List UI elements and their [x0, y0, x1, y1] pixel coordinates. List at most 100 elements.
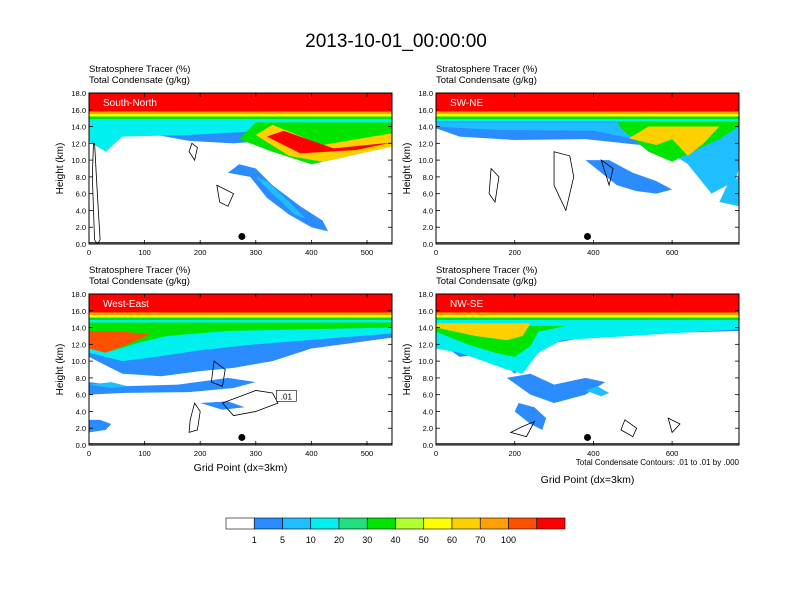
panel-1: South-North 0.0 2.0 4.0 6.0 8.0 10.0 12.0 14.0 16…: [55, 89, 393, 257]
ytick-label: 4.0: [76, 407, 86, 416]
ytick-label: 12.0: [71, 139, 86, 148]
condensate-contour-1: [553, 151, 575, 212]
panel-4: NW-SE 0.0 2.0 4.0 6.0 8.0 10.0 12.0 14.0 16.0 18.0…: [402, 290, 740, 458]
panel-label: SW-NE: [450, 98, 483, 109]
fold-band-70: [436, 323, 531, 341]
ytick-label: 0.0: [423, 240, 433, 249]
xtick-label: 400: [305, 248, 318, 257]
colorbar-swatch-9: [479, 517, 509, 530]
location-marker: [238, 433, 246, 441]
xtick-label: 600: [666, 449, 679, 458]
fold-band-70: [628, 126, 720, 156]
ytick-label: 4.0: [76, 206, 86, 215]
panel-frame: [88, 293, 393, 446]
colorbar-swatch-6: [395, 517, 425, 530]
fold-band-40: [89, 322, 392, 352]
colorbar-label-6: 50: [419, 535, 429, 545]
panel-label: West-East: [103, 299, 149, 310]
colorbar-swatch-10: [508, 517, 538, 530]
ytick-label: 6.0: [76, 391, 86, 400]
xtick-label: 300: [250, 449, 263, 458]
colorbar-swatch-2: [282, 517, 312, 530]
ytick-label: 16.0: [71, 307, 86, 316]
colorbar-label-8: 70: [475, 535, 485, 545]
ytick-label: 14.0: [418, 123, 433, 132]
xtick-label: 100: [138, 449, 151, 458]
panel-frame: [435, 293, 740, 446]
ytick-label: 18.0: [418, 290, 433, 299]
ytick-label: 16.0: [418, 106, 433, 115]
figure-title: 2013-10-01_00:00:00: [305, 31, 487, 52]
panel-2-field: [436, 93, 739, 244]
ytick-label: 6.0: [76, 190, 86, 199]
xtick-label: 0: [434, 449, 438, 458]
east-blob: [719, 176, 739, 207]
surface-blob: [89, 419, 112, 433]
xtick-label: 200: [194, 248, 207, 257]
xtick-label: 500: [361, 248, 374, 257]
condensate-contour-2: [600, 159, 614, 187]
panel-4-header-tracer: Stratosphere Tracer (%): [436, 265, 538, 276]
ytick-label: 10.0: [418, 156, 433, 165]
colorbar: 1 5 10 20 30 40 50 60 70 100: [225, 517, 566, 545]
condensate-contour-1: [620, 419, 638, 438]
ytick-label: 2.0: [76, 424, 86, 433]
ylabel: Height (km): [55, 344, 66, 396]
ytick-label: 2.0: [76, 223, 86, 232]
condensate-contour-2: [216, 184, 235, 207]
panel-2: SW-NE 0.0 2.0 4.0 6.0 8.0 10.0 12.0 14.0 16.0 18.0…: [402, 89, 740, 257]
ytick-label: 0.0: [423, 441, 433, 450]
contour-label-box: [276, 390, 297, 402]
xtick-label: 200: [508, 248, 521, 257]
ytick-label: 18.0: [418, 89, 433, 98]
ytick-label: 8.0: [76, 173, 86, 182]
ytick-label: 18.0: [71, 290, 86, 299]
colorbar-swatch-7: [423, 517, 453, 530]
ytick-label: 14.0: [418, 324, 433, 333]
fold-band-20: [89, 120, 392, 152]
condensate-contour-0: [488, 167, 500, 204]
condensate-contour-0: [509, 420, 536, 438]
condensate-contour-0: [91, 142, 101, 244]
tongue-5: [585, 160, 673, 194]
ytick-label: 12.0: [71, 340, 86, 349]
mid-layer-5: [89, 377, 256, 395]
xtick-label: 400: [587, 449, 600, 458]
panel-label: NW-SE: [450, 299, 483, 310]
colorbar-label-7: 60: [447, 535, 457, 545]
colorbar-label-5: 40: [390, 535, 400, 545]
xtick-label: 0: [87, 449, 91, 458]
ytick-label: 4.0: [423, 407, 433, 416]
colorbar-label-2: 10: [306, 535, 316, 545]
panel-4-field: [436, 294, 739, 445]
panel-1-field: [89, 93, 392, 244]
tongue-10: [255, 176, 306, 219]
xtick-label: 200: [194, 449, 207, 458]
colorbar-swatch-0: [225, 517, 255, 530]
panel-3-field: [89, 294, 392, 445]
fold-core: [266, 130, 392, 154]
colorbar-label-4: 30: [362, 535, 372, 545]
location-marker: [238, 232, 246, 240]
ytick-label: 6.0: [423, 190, 433, 199]
ytick-label: 4.0: [423, 206, 433, 215]
xtick-label: 400: [587, 248, 600, 257]
ytick-label: 0.0: [76, 441, 86, 450]
mid-blob: [200, 401, 245, 410]
condensate-contour-2: [667, 417, 681, 434]
ylabel: Height (km): [402, 143, 413, 195]
ytick-label: 2.0: [423, 223, 433, 232]
ytick-label: 10.0: [71, 156, 86, 165]
colorbar-swatch-11: [536, 517, 566, 530]
colorbar-swatch-1: [253, 517, 283, 530]
panel-3: .01 West-East 0.0 2.0 4.0 6.0 8.0 10.0 12.0 14.0 1…: [55, 290, 393, 458]
panel-2-header-tracer: Stratosphere Tracer (%): [436, 64, 538, 75]
colorbar-swatch-4: [338, 517, 368, 530]
panel-1-header-tracer: Stratosphere Tracer (%): [89, 64, 191, 75]
condensate-contour-2: [221, 390, 279, 417]
mid-layer-10: [89, 382, 128, 388]
ytick-label: 12.0: [418, 340, 433, 349]
tongue-10: [585, 386, 610, 397]
